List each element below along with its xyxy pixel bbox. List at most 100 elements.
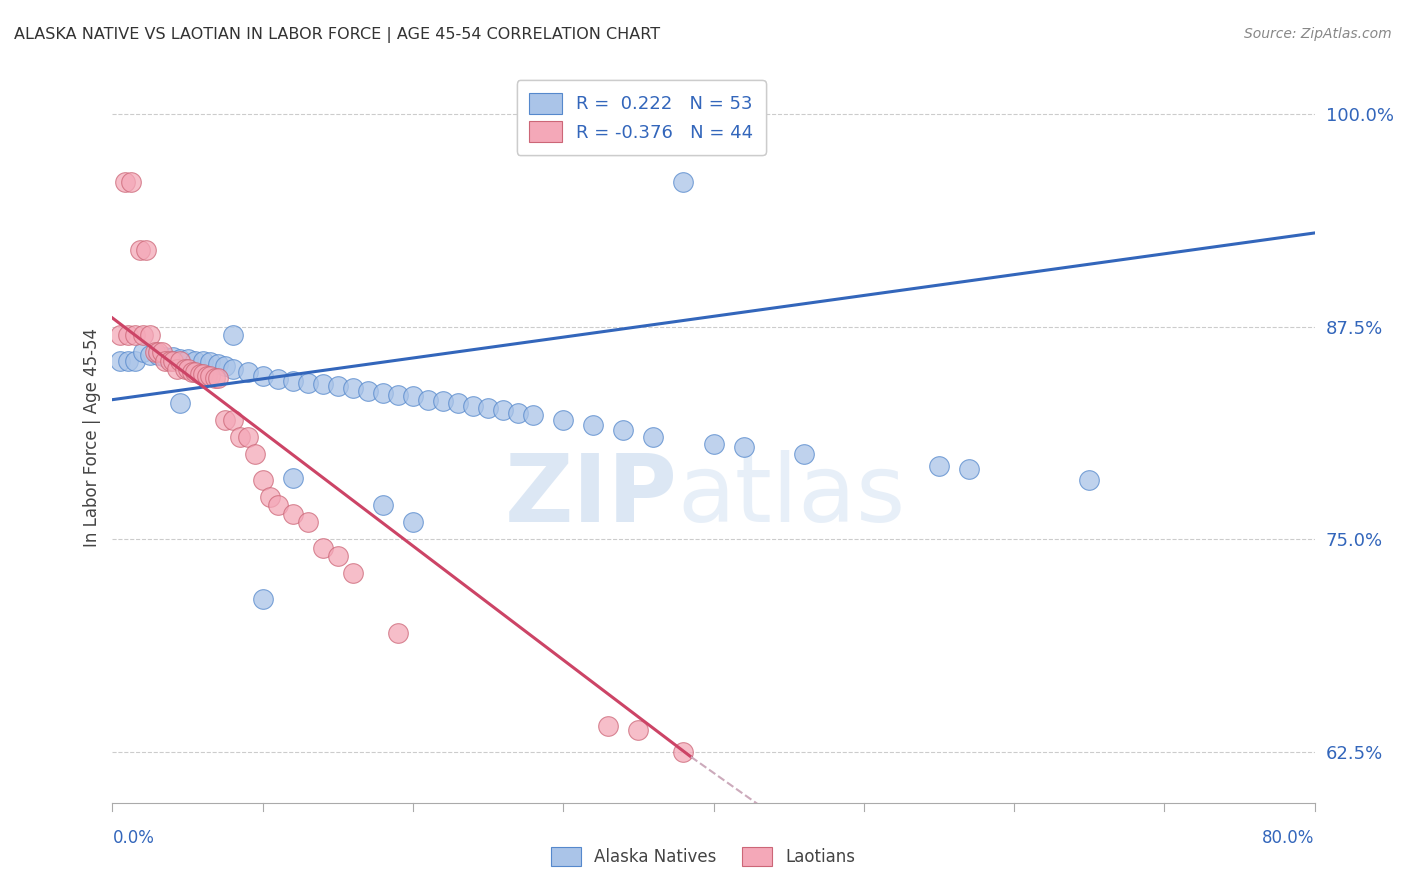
Point: [281, 471, 304, 485]
Point: [222, 328, 245, 343]
Point: [198, 355, 221, 369]
Point: [387, 387, 409, 401]
Point: [184, 353, 207, 368]
Point: [162, 350, 184, 364]
Point: [281, 507, 304, 521]
Point: [612, 423, 634, 437]
Point: [1078, 473, 1101, 487]
Point: [402, 389, 425, 403]
Point: [342, 381, 364, 395]
Point: [357, 384, 380, 399]
Point: [312, 541, 335, 555]
Point: [342, 566, 364, 581]
Point: [150, 345, 173, 359]
Point: [297, 376, 319, 390]
Point: [139, 348, 162, 362]
Point: [416, 392, 439, 407]
Point: [117, 353, 139, 368]
Text: 0.0%: 0.0%: [112, 829, 155, 847]
Point: [297, 515, 319, 529]
Point: [120, 175, 142, 189]
Point: [108, 328, 131, 343]
Point: [169, 351, 191, 366]
Point: [214, 413, 236, 427]
Point: [733, 440, 755, 454]
Point: [191, 353, 214, 368]
Point: [643, 430, 665, 444]
Point: [252, 368, 274, 383]
Point: [166, 362, 188, 376]
Point: [135, 243, 157, 257]
Point: [143, 345, 166, 359]
Point: [176, 351, 198, 366]
Point: [252, 591, 274, 606]
Point: [672, 175, 695, 189]
Point: [236, 430, 259, 444]
Point: [957, 462, 980, 476]
Point: [108, 353, 131, 368]
Point: [492, 402, 515, 417]
Legend: Alaska Natives, Laotians: Alaska Natives, Laotians: [543, 838, 863, 875]
Point: [627, 723, 650, 737]
Point: [281, 374, 304, 388]
Text: atlas: atlas: [678, 450, 905, 541]
Y-axis label: In Labor Force | Age 45-54: In Labor Force | Age 45-54: [83, 327, 101, 547]
Text: ZIP: ZIP: [505, 450, 678, 541]
Point: [928, 458, 950, 473]
Point: [387, 625, 409, 640]
Point: [124, 353, 146, 368]
Text: Source: ZipAtlas.com: Source: ZipAtlas.com: [1244, 27, 1392, 41]
Point: [173, 362, 195, 376]
Point: [326, 549, 349, 563]
Point: [267, 498, 290, 512]
Point: [117, 328, 139, 343]
Point: [432, 394, 454, 409]
Point: [124, 328, 146, 343]
Point: [447, 396, 470, 410]
Point: [114, 175, 136, 189]
Point: [146, 345, 169, 359]
Point: [222, 362, 245, 376]
Point: [181, 366, 204, 380]
Text: ALASKA NATIVE VS LAOTIAN IN LABOR FORCE | AGE 45-54 CORRELATION CHART: ALASKA NATIVE VS LAOTIAN IN LABOR FORCE …: [14, 27, 661, 43]
Point: [702, 437, 725, 451]
Point: [153, 353, 176, 368]
Point: [508, 406, 530, 420]
Point: [222, 413, 245, 427]
Point: [195, 368, 218, 383]
Point: [477, 401, 499, 416]
Point: [598, 719, 620, 733]
Point: [169, 396, 191, 410]
Point: [522, 408, 544, 422]
Point: [176, 362, 198, 376]
Point: [553, 413, 575, 427]
Point: [159, 353, 181, 368]
Point: [153, 350, 176, 364]
Text: 80.0%: 80.0%: [1263, 829, 1315, 847]
Point: [131, 328, 153, 343]
Point: [131, 345, 153, 359]
Point: [236, 366, 259, 380]
Point: [139, 328, 162, 343]
Point: [169, 353, 191, 368]
Point: [207, 370, 229, 384]
Point: [672, 745, 695, 759]
Point: [191, 367, 214, 381]
Point: [188, 367, 211, 381]
Point: [146, 348, 169, 362]
Point: [128, 243, 150, 257]
Point: [207, 357, 229, 371]
Point: [461, 400, 484, 414]
Point: [245, 447, 267, 461]
Point: [214, 359, 236, 373]
Point: [198, 368, 221, 383]
Point: [582, 418, 605, 433]
Legend: R =  0.222   N = 53, R = -0.376   N = 44: R = 0.222 N = 53, R = -0.376 N = 44: [517, 80, 766, 154]
Point: [793, 447, 815, 461]
Point: [184, 366, 207, 380]
Point: [371, 498, 394, 512]
Point: [252, 473, 274, 487]
Point: [204, 370, 226, 384]
Point: [312, 377, 335, 392]
Point: [267, 372, 290, 386]
